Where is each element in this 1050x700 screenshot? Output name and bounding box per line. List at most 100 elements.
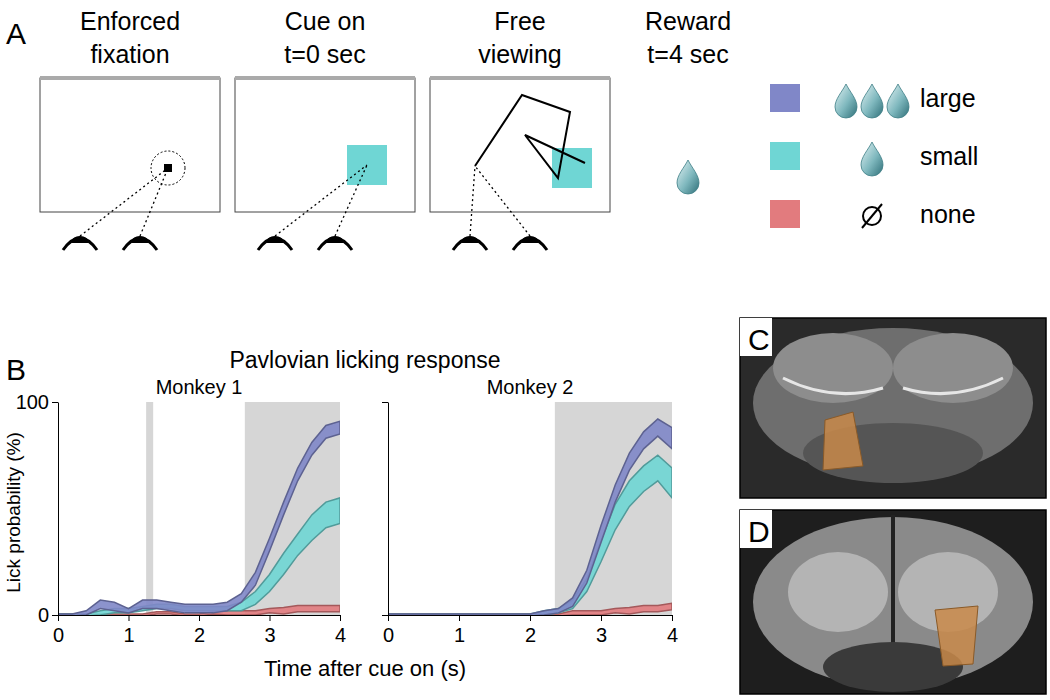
step-title: viewing — [478, 40, 561, 68]
x-tick: 0 — [53, 615, 64, 646]
plot-area — [58, 402, 340, 615]
y-tick: 0 — [38, 604, 58, 626]
x-tick: 2 — [525, 615, 536, 646]
panel-d — [740, 510, 1046, 694]
eye-pupil — [461, 236, 479, 243]
scan-path — [475, 95, 585, 178]
panel-c — [740, 318, 1046, 498]
legend-swatch — [770, 84, 800, 112]
target-region — [823, 412, 863, 470]
x-tick-mark — [459, 615, 460, 621]
gaze-line — [470, 166, 475, 236]
screen-top — [235, 76, 415, 80]
x-tick-label: 3 — [264, 624, 275, 646]
y-axis — [382, 403, 389, 616]
eye-pupil — [521, 236, 539, 243]
step-title: Cue on — [285, 7, 366, 35]
x-tick: 2 — [194, 615, 205, 646]
x-tick: 3 — [596, 615, 607, 646]
screen — [40, 78, 220, 250]
step-title: Free — [494, 7, 545, 35]
x-tick-mark — [199, 615, 200, 621]
y-tick-mark — [382, 402, 388, 403]
significance-window — [146, 402, 153, 615]
x-tick-mark — [672, 615, 673, 621]
y-tick — [382, 615, 388, 616]
legend-label: none — [920, 200, 976, 228]
y-tick-label: 0 — [38, 604, 49, 626]
x-tick: 4 — [335, 615, 346, 646]
plot-area — [388, 402, 672, 615]
chart-title: Monkey 2 — [487, 376, 574, 398]
panel-letter: C — [748, 323, 770, 356]
x-axis: 0 1 2 3 4 — [383, 615, 678, 646]
y-axis-line — [58, 403, 59, 616]
x-tick-mark — [129, 615, 130, 621]
mri-tissue — [788, 552, 888, 632]
x-tick: 4 — [667, 615, 678, 646]
x-tick-label: 4 — [667, 624, 678, 646]
x-tick-mark — [58, 615, 59, 621]
panel-a: EnforcedfixationCue ont=0 secFreeviewing… — [40, 7, 978, 250]
sem-band — [58, 421, 340, 615]
mri-image — [740, 510, 1046, 694]
gaze-line — [275, 165, 367, 236]
y-tick-mark — [52, 615, 58, 616]
y-tick-mark — [382, 615, 388, 616]
eye-pupil — [266, 236, 284, 243]
mri-sulcus — [783, 378, 1003, 394]
eye-pupil — [326, 236, 344, 243]
x-tick-mark — [340, 615, 341, 621]
legend-swatch — [770, 142, 800, 170]
step-title: Enforced — [80, 7, 180, 35]
panel-letter: D — [748, 515, 770, 548]
x-tick-mark — [270, 615, 271, 621]
x-tick-label: 3 — [596, 624, 607, 646]
gaze-line — [475, 166, 530, 236]
x-tick-mark — [530, 615, 531, 621]
screen-frame — [235, 78, 415, 212]
panel-title: Pavlovian licking response — [229, 347, 500, 373]
panel-letter: A — [6, 17, 26, 50]
droplet — [677, 160, 699, 194]
droplet — [835, 84, 857, 118]
y-tick — [382, 402, 388, 403]
droplet — [861, 142, 883, 176]
step-title: fixation — [90, 40, 169, 68]
x-tick-label: 0 — [53, 624, 64, 646]
mri-frame — [740, 318, 1046, 498]
droplet — [861, 84, 883, 118]
y-axis-line — [388, 403, 389, 616]
gaze-line — [140, 168, 168, 236]
x-tick-label: 2 — [194, 624, 205, 646]
screen-frame — [430, 78, 610, 212]
x-tick: 0 — [383, 615, 394, 646]
x-tick-label: 1 — [123, 624, 134, 646]
x-tick-label: 2 — [525, 624, 536, 646]
sem-band — [58, 498, 340, 615]
y-tick-mark — [52, 402, 58, 403]
sem-band — [388, 455, 672, 615]
x-tick-label: 0 — [383, 624, 394, 646]
droplet — [887, 84, 909, 118]
target-region — [935, 606, 978, 666]
gaze-line — [80, 168, 168, 236]
mri-background — [740, 318, 1046, 498]
screen — [235, 78, 415, 250]
chart: 012340100Monkey 1Lick probability (%) — [3, 376, 346, 646]
figure: EnforcedfixationCue ont=0 secFreeviewing… — [0, 0, 1050, 700]
panel-b: Pavlovian licking responseTime after cue… — [3, 347, 678, 681]
x-tick: 1 — [454, 615, 465, 646]
mri-frame — [740, 510, 1046, 694]
x-tick-mark — [388, 615, 389, 621]
chart-title: Monkey 1 — [156, 376, 243, 398]
screen — [430, 78, 610, 250]
screen-top — [430, 76, 610, 80]
legend-label: small — [920, 142, 978, 170]
eye-pupil — [71, 236, 89, 243]
step-title: t=4 sec — [647, 40, 728, 68]
chart: 0 1 2 3 4 Monkey 2 — [382, 376, 678, 646]
reward-legend: largesmallnone — [770, 84, 978, 228]
no-reward-icon — [862, 204, 882, 228]
eye-pupil — [131, 236, 149, 243]
